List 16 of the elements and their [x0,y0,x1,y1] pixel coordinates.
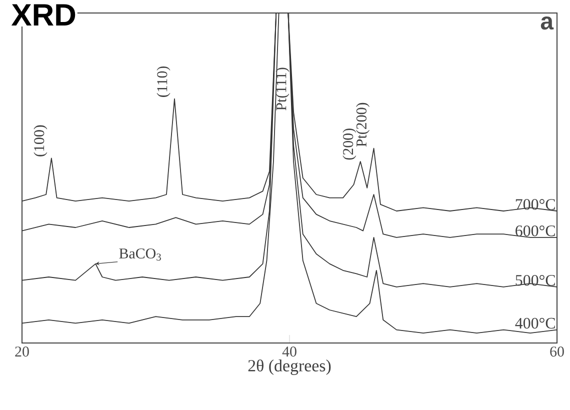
series-label: 400°C [515,318,555,329]
annotation: Pt(111) [276,68,290,110]
series-label: 600°C [516,225,555,236]
series-label: 500°C [516,274,555,286]
annotation: (110) [156,66,170,97]
x-tick-label: 40 [282,346,296,357]
annotation: a [540,16,554,30]
series-label: 700°C [516,199,555,210]
annotation: (200) [342,128,356,160]
chart-title: XRD [11,4,76,26]
annotation: BaCO$_{3}$ [119,248,161,261]
x-tick-label: 20 [15,346,29,357]
annotation: Pt(200) [356,102,370,147]
x-tick-label: 60 [550,346,564,357]
x-axis-title: 2θ (degrees) [248,359,331,375]
annotation: (100) [34,125,48,156]
